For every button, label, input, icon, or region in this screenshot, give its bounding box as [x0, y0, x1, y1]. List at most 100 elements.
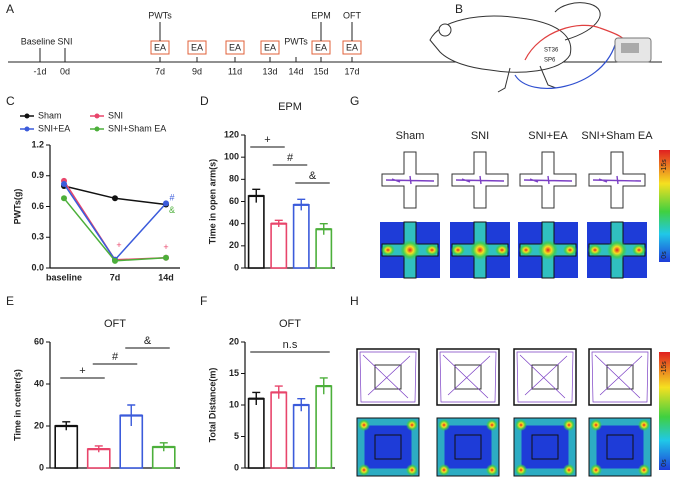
y-tick-label: 0.9: [31, 170, 44, 180]
significance-mark: +: [116, 240, 121, 250]
bar: [247, 397, 265, 469]
x-tick-label: baseline: [46, 272, 82, 282]
panel-label: D: [200, 94, 209, 108]
significance-mark: n.s: [283, 339, 298, 351]
timeline-day: 17d: [344, 66, 359, 76]
y-tick-label: 1.2: [31, 139, 44, 149]
bar: [270, 391, 288, 469]
y-axis-label: Time in open arm(s): [207, 159, 217, 244]
panel-label: F: [200, 294, 207, 308]
y-tick-label: 5: [234, 431, 239, 441]
timeline-event: PWTs: [284, 36, 308, 46]
y-axis-label: Total Distance(m): [207, 368, 217, 443]
significance-mark: #: [112, 351, 119, 363]
group-label: SNI: [471, 130, 489, 142]
point: [163, 254, 169, 261]
heatmap-spot: [590, 419, 602, 431]
panel-label: C: [6, 94, 15, 108]
significance-mark: +: [264, 134, 270, 146]
heatmap-spot: [381, 244, 395, 256]
trace: [385, 175, 435, 185]
bar: [270, 222, 288, 269]
heatmap-spot: [406, 464, 418, 476]
y-tick-label: 0: [39, 462, 44, 472]
heatmap-center: [374, 434, 402, 460]
timeline-day: 9d: [192, 66, 202, 76]
stimulator-screen: [621, 43, 639, 53]
series-line: [63, 185, 167, 206]
ea-box: [260, 40, 280, 55]
panel-label: G: [350, 94, 359, 108]
significance-mark: &: [144, 335, 152, 347]
heatmap-spot: [563, 419, 575, 431]
y-tick-label: 40: [34, 378, 44, 388]
heatmap-spot: [470, 240, 490, 260]
y-tick-label: 20: [229, 336, 239, 346]
legend-label: SNI+Sham EA: [108, 123, 166, 133]
timeline-day: 11d: [228, 66, 242, 76]
chart-title: OFT: [104, 318, 126, 330]
bar: [315, 385, 333, 469]
heatmap-ring: [514, 418, 576, 476]
y-axis-label: Time in center(s): [12, 369, 22, 441]
y-tick-label: 0.0: [31, 262, 44, 272]
heatmap-center: [454, 434, 482, 460]
heatmap-spot: [438, 464, 450, 476]
y-tick-label: 60: [34, 336, 44, 346]
wire-blue: [514, 44, 616, 89]
heatmap-ring: [589, 418, 651, 476]
heatmap-spot: [400, 240, 420, 260]
arena-center: [606, 364, 634, 390]
heatmap-spot: [438, 419, 450, 431]
heatmap-spot: [632, 244, 646, 256]
heatmap-spot: [607, 240, 627, 260]
heatmap-spot: [358, 419, 370, 431]
arena-center: [374, 364, 402, 390]
heatmap-spot: [358, 464, 370, 476]
ea-box: [225, 40, 245, 55]
trace: [359, 351, 417, 403]
timeline-day: 15d: [313, 66, 328, 76]
colorbar-label: 0s: [661, 251, 668, 259]
bar: [292, 204, 310, 269]
heatmap-ring: [437, 418, 499, 476]
timeline-event: EA: [346, 42, 358, 52]
mouse-body: [429, 15, 572, 73]
y-tick-label: 100: [224, 152, 239, 162]
significance-mark: +: [79, 365, 85, 377]
arena-center: [454, 364, 482, 390]
legend-marker: [94, 113, 100, 119]
y-tick-label: 20: [229, 240, 239, 250]
heatmap-spot: [538, 240, 558, 260]
colorbar: [659, 352, 670, 470]
point: [61, 180, 67, 187]
heatmap-spot: [638, 419, 650, 431]
point: [61, 195, 67, 202]
panel-label: A: [6, 2, 14, 16]
timeline-event: SNI: [57, 36, 72, 46]
timeline-day: 14d: [288, 66, 303, 76]
significance-mark: #: [169, 193, 174, 203]
timeline-test: PWTs: [148, 10, 172, 20]
group-label: SNI+EA: [528, 130, 568, 142]
mouse-leg: [497, 65, 557, 93]
heatmap-spot: [563, 244, 577, 256]
timeline-event: EA: [154, 42, 166, 52]
legend-label: SNI+EA: [38, 123, 70, 133]
arena-center: [531, 364, 559, 390]
y-tick-label: 0: [234, 262, 239, 272]
legend-label: SNI: [108, 110, 123, 120]
timeline-test: OFT: [343, 10, 361, 20]
trace: [591, 351, 649, 403]
trace: [523, 175, 573, 185]
heatmap-spot: [486, 419, 498, 431]
bar: [54, 425, 79, 469]
acupoint-label: ST36: [544, 48, 559, 54]
significance-mark: &: [309, 170, 317, 182]
timeline-event: Baseline: [21, 36, 56, 46]
y-tick-label: 0: [234, 462, 239, 472]
heatmap-spot: [451, 244, 465, 256]
significance-mark: +: [163, 242, 168, 252]
point: [112, 195, 118, 202]
